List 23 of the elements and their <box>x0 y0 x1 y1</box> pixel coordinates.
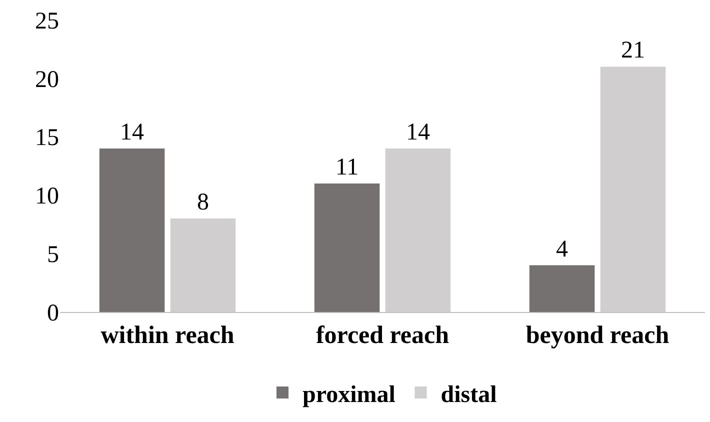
x-tick-label: beyond reach <box>526 322 670 349</box>
y-tick-label: 10 <box>35 184 59 210</box>
bar <box>529 265 595 312</box>
data-label: 8 <box>196 190 209 216</box>
x-tick-label: within reach <box>100 322 234 349</box>
bar <box>385 148 451 312</box>
y-tick-label: 25 <box>35 8 59 34</box>
y-tick-label: 5 <box>47 242 59 268</box>
data-label: 14 <box>120 119 144 146</box>
data-label: 14 <box>406 119 430 146</box>
y-tick-label: 0 <box>47 300 59 326</box>
bar <box>600 66 666 312</box>
data-label: 4 <box>556 236 568 262</box>
legend-label: distal <box>440 382 498 408</box>
data-label: 11 <box>335 154 359 181</box>
legend-label: proximal <box>302 382 396 408</box>
y-tick-label: 15 <box>35 125 59 152</box>
y-tick-label: 20 <box>35 66 59 93</box>
x-tick-label: forced reach <box>316 322 450 349</box>
data-label: 21 <box>620 38 645 64</box>
bar <box>170 218 236 312</box>
bar <box>314 184 380 312</box>
bar <box>99 148 165 312</box>
